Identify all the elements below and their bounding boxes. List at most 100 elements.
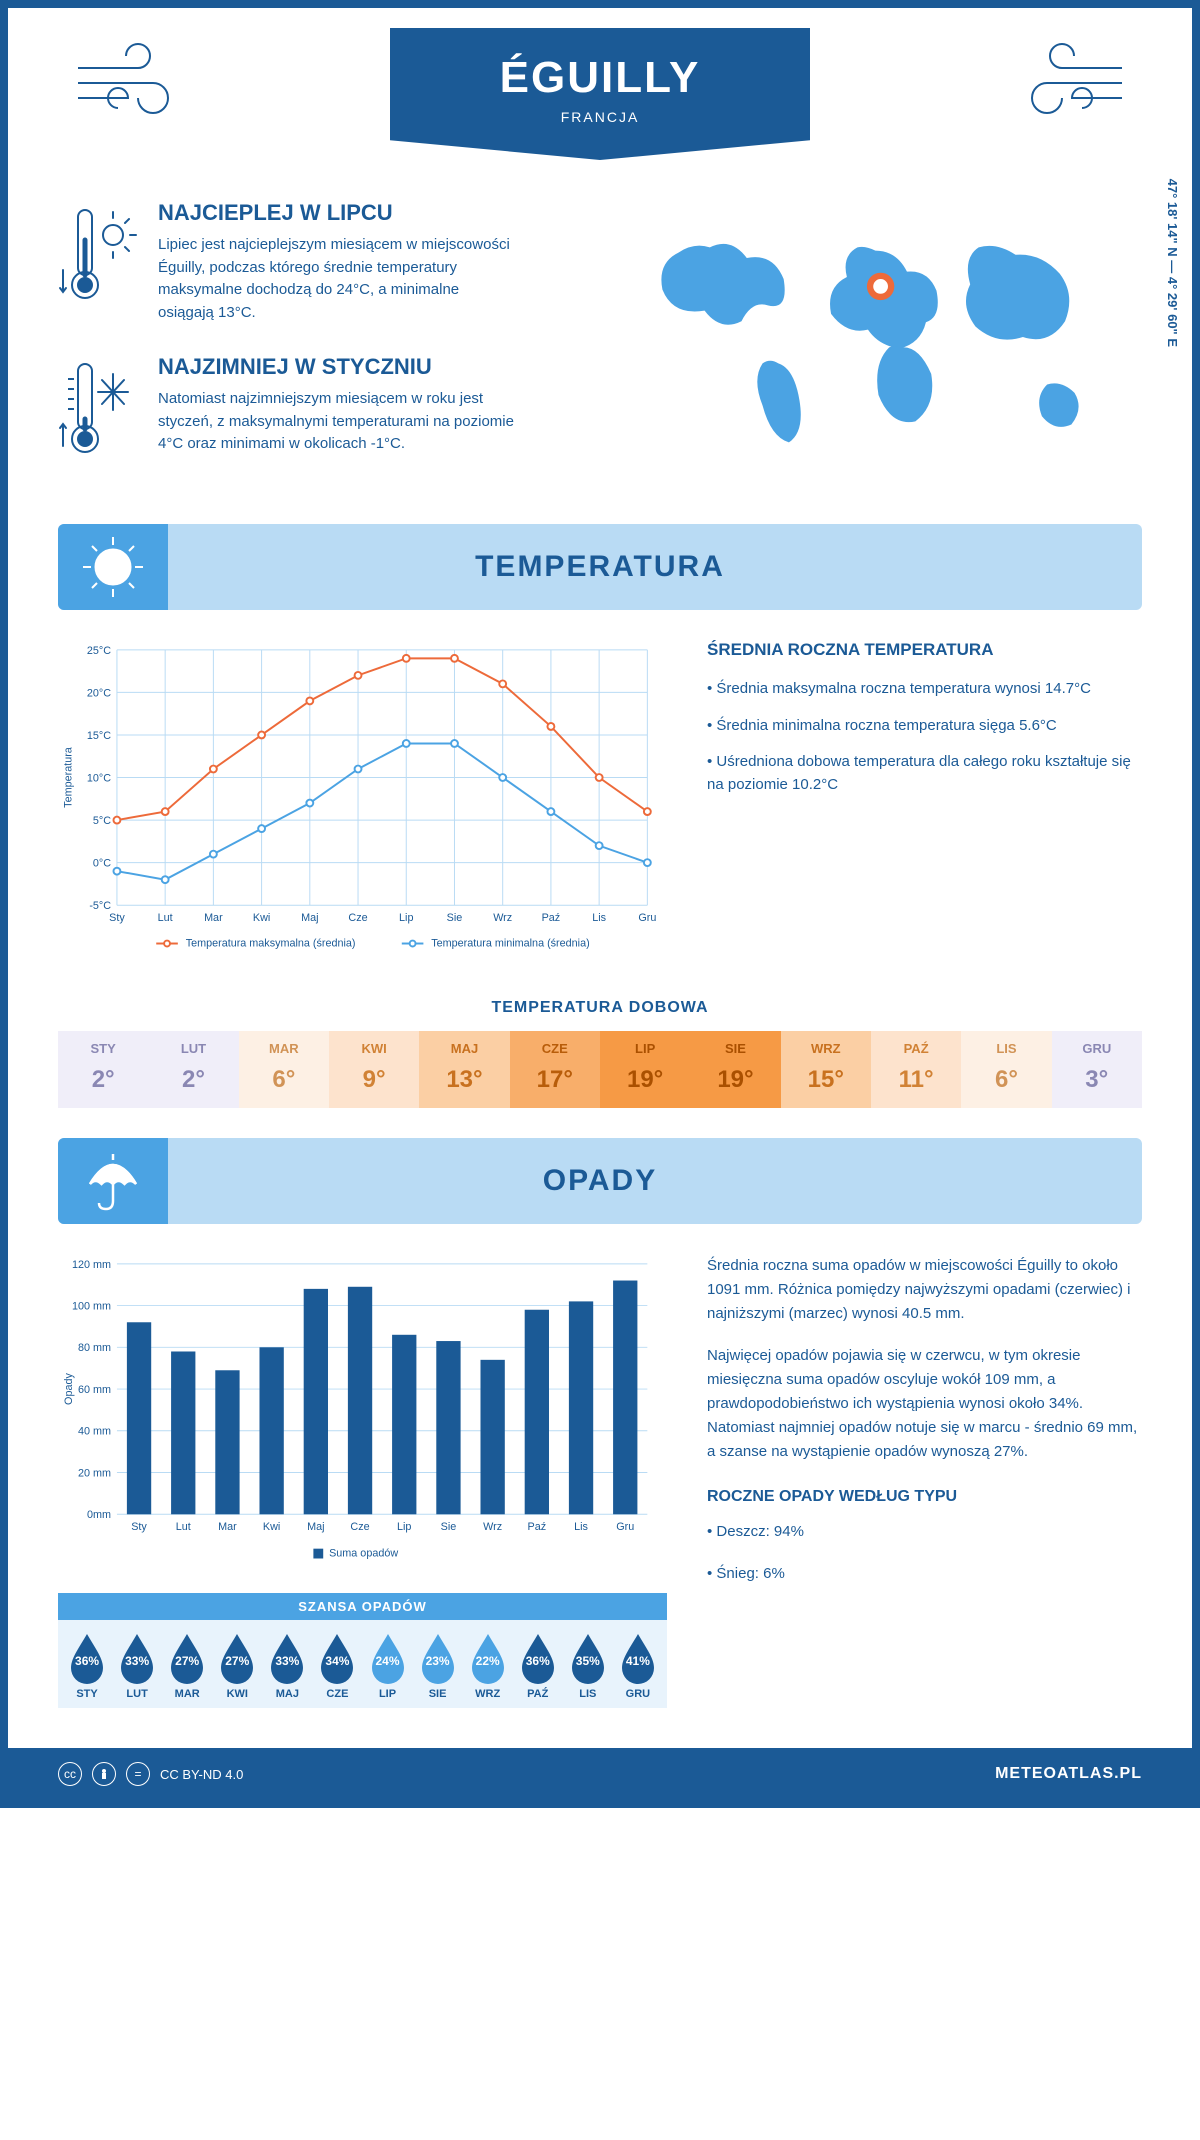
svg-text:-5°C: -5°C	[89, 900, 111, 912]
section-header-temperature: TEMPERATURA	[58, 524, 1142, 610]
svg-text:Kwi: Kwi	[253, 912, 270, 924]
daily-cell: SIE19°	[690, 1031, 780, 1108]
daily-cell: PAŹ11°	[871, 1031, 961, 1108]
precip-type-snow: • Śnieg: 6%	[707, 1562, 1142, 1586]
chance-cell: 22%WRZ	[463, 1632, 513, 1700]
svg-text:80 mm: 80 mm	[78, 1342, 111, 1354]
fact-cold-title: NAJZIMNIEJ W STYCZNIU	[158, 354, 518, 380]
sun-icon	[58, 524, 168, 610]
location-marker	[870, 276, 891, 297]
header: ÉGUILLY FRANCJA	[58, 8, 1142, 160]
daily-cell: LIS6°	[961, 1031, 1051, 1108]
svg-text:Cze: Cze	[348, 912, 367, 924]
precip-chance-panel: SZANSA OPADÓW 36%STY33%LUT27%MAR27%KWI33…	[58, 1593, 667, 1708]
country-name: FRANCJA	[410, 109, 790, 125]
precip-type-rain: • Deszcz: 94%	[707, 1520, 1142, 1544]
chance-cell: 27%KWI	[212, 1632, 262, 1700]
precip-p1: Średnia roczna suma opadów w miejscowośc…	[707, 1254, 1142, 1326]
coordinates: 47° 18' 14" N — 4° 29' 60" E	[1165, 179, 1180, 347]
svg-text:Lis: Lis	[592, 912, 606, 924]
svg-text:40 mm: 40 mm	[78, 1426, 111, 1438]
precip-p2: Najwięcej opadów pojawia się w czerwcu, …	[707, 1344, 1142, 1464]
cc-icon: cc	[58, 1762, 82, 1786]
svg-text:Temperatura maksymalna (średni: Temperatura maksymalna (średnia)	[186, 937, 356, 949]
svg-text:Lut: Lut	[158, 912, 173, 924]
temperature-line-chart: -5°C0°C5°C10°C15°C20°C25°CStyLutMarKwiMa…	[58, 640, 667, 969]
daily-cell: STY2°	[58, 1031, 148, 1108]
fact-cold-text: Natomiast najzimniejszym miesiącem w rok…	[158, 388, 518, 456]
svg-text:Lut: Lut	[176, 1521, 191, 1533]
thermometer-cold-icon	[58, 354, 138, 464]
temp-avg-p2: • Średnia minimalna roczna temperatura s…	[707, 715, 1142, 738]
svg-text:Kwi: Kwi	[263, 1521, 280, 1533]
svg-text:10°C: 10°C	[87, 772, 111, 784]
fact-hottest: NAJCIEPLEJ W LIPCU Lipiec jest najcieple…	[58, 200, 585, 324]
svg-text:Sie: Sie	[441, 1521, 457, 1533]
svg-text:Temperatura minimalna (średnia: Temperatura minimalna (średnia)	[431, 937, 589, 949]
footer: cc = CC BY-ND 4.0 METEOATLAS.PL	[8, 1748, 1192, 1800]
svg-text:100 mm: 100 mm	[72, 1301, 111, 1313]
world-map	[615, 200, 1142, 474]
chance-cell: 34%CZE	[312, 1632, 362, 1700]
fact-coldest: NAJZIMNIEJ W STYCZNIU Natomiast najzimni…	[58, 354, 585, 464]
site-name: METEOATLAS.PL	[995, 1765, 1142, 1783]
section-title-precip: OPADY	[543, 1164, 657, 1198]
temp-avg-title: ŚREDNIA ROCZNA TEMPERATURA	[707, 640, 1142, 660]
temp-avg-p3: • Uśredniona dobowa temperatura dla całe…	[707, 751, 1142, 796]
title-banner: ÉGUILLY FRANCJA	[390, 28, 810, 160]
section-title-temp: TEMPERATURA	[475, 550, 725, 584]
chance-cell: 36%PAŹ	[513, 1632, 563, 1700]
svg-text:5°C: 5°C	[93, 815, 111, 827]
svg-text:15°C: 15°C	[87, 730, 111, 742]
intro-section: NAJCIEPLEJ W LIPCU Lipiec jest najcieple…	[58, 200, 1142, 494]
svg-text:Mar: Mar	[218, 1521, 237, 1533]
page: ÉGUILLY FRANCJA	[0, 0, 1200, 1808]
daily-cell: MAR6°	[239, 1031, 329, 1108]
daily-cell: MAJ13°	[419, 1031, 509, 1108]
chance-cell: 36%STY	[62, 1632, 112, 1700]
chance-cell: 33%LUT	[112, 1632, 162, 1700]
chance-cell: 23%SIE	[413, 1632, 463, 1700]
svg-text:Sie: Sie	[447, 912, 463, 924]
daily-cell: CZE17°	[510, 1031, 600, 1108]
svg-text:Gru: Gru	[616, 1521, 634, 1533]
svg-text:20 mm: 20 mm	[78, 1468, 111, 1480]
section-header-precip: OPADY	[58, 1138, 1142, 1224]
svg-text:Mar: Mar	[204, 912, 223, 924]
by-icon	[92, 1762, 116, 1786]
svg-text:0mm: 0mm	[87, 1509, 111, 1521]
precip-type-title: ROCZNE OPADY WEDŁUG TYPU	[707, 1484, 1142, 1510]
thermometer-hot-icon	[58, 200, 138, 310]
daily-cell: GRU3°	[1052, 1031, 1142, 1108]
svg-text:Suma opadów: Suma opadów	[329, 1548, 398, 1560]
svg-text:Cze: Cze	[350, 1521, 369, 1533]
city-name: ÉGUILLY	[410, 53, 790, 103]
svg-text:120 mm: 120 mm	[72, 1259, 111, 1271]
svg-text:20°C: 20°C	[87, 687, 111, 699]
chance-cell: 41%GRU	[613, 1632, 663, 1700]
chance-title: SZANSA OPADÓW	[58, 1593, 667, 1620]
chance-cell: 27%MAR	[162, 1632, 212, 1700]
wind-icon-left	[68, 38, 188, 133]
svg-text:Temperatura: Temperatura	[63, 747, 75, 808]
svg-text:Wrz: Wrz	[493, 912, 512, 924]
svg-text:60 mm: 60 mm	[78, 1384, 111, 1396]
svg-text:Opady: Opady	[63, 1373, 75, 1405]
chance-cell: 35%LIS	[563, 1632, 613, 1700]
svg-text:Paź: Paź	[528, 1521, 547, 1533]
temp-avg-p1: • Średnia maksymalna roczna temperatura …	[707, 678, 1142, 701]
nd-icon: =	[126, 1762, 150, 1786]
fact-hot-text: Lipiec jest najcieplejszym miesiącem w m…	[158, 234, 518, 324]
svg-text:25°C: 25°C	[87, 645, 111, 657]
svg-text:Maj: Maj	[301, 912, 318, 924]
fact-hot-title: NAJCIEPLEJ W LIPCU	[158, 200, 518, 226]
svg-text:Sty: Sty	[131, 1521, 147, 1533]
svg-text:Gru: Gru	[638, 912, 656, 924]
umbrella-icon	[58, 1138, 168, 1224]
chance-cell: 24%LIP	[362, 1632, 412, 1700]
svg-text:Lip: Lip	[399, 912, 413, 924]
svg-text:Sty: Sty	[109, 912, 125, 924]
daily-cell: WRZ15°	[781, 1031, 871, 1108]
wind-icon-right	[1012, 38, 1132, 133]
precipitation-bar-chart: 0mm 20 mm 40 mm 60 mm 80 mm 100 mm 120 mm Sty Lu…	[58, 1254, 667, 1573]
